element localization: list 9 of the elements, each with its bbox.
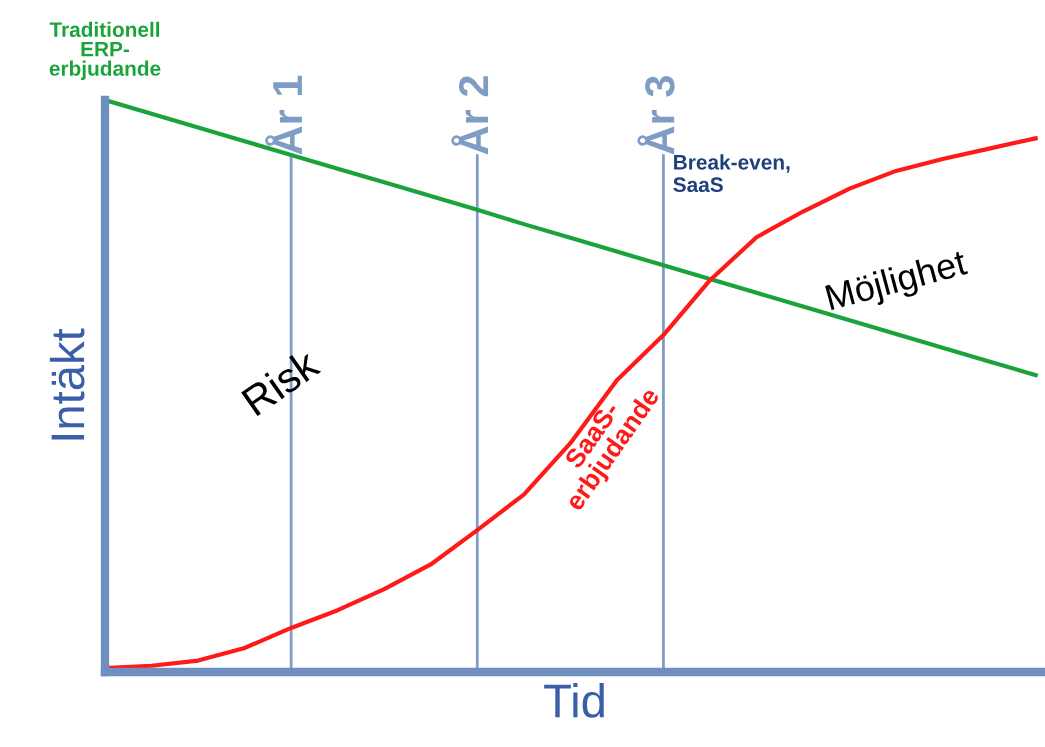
y-axis-title: Intäkt xyxy=(49,328,85,440)
x-tick-label: År 3 xyxy=(637,76,675,155)
annotation: Risk xyxy=(240,346,322,417)
annotation: Break-even, SaaS xyxy=(673,154,790,193)
series-label: Traditionell ERP- erbjudande xyxy=(49,21,161,80)
x-tick-label: År 1 xyxy=(265,75,302,155)
annotation: Möjlighet xyxy=(824,248,970,318)
x-tick-label: År 2 xyxy=(451,76,489,155)
x-axis-title: Tid xyxy=(544,683,604,718)
